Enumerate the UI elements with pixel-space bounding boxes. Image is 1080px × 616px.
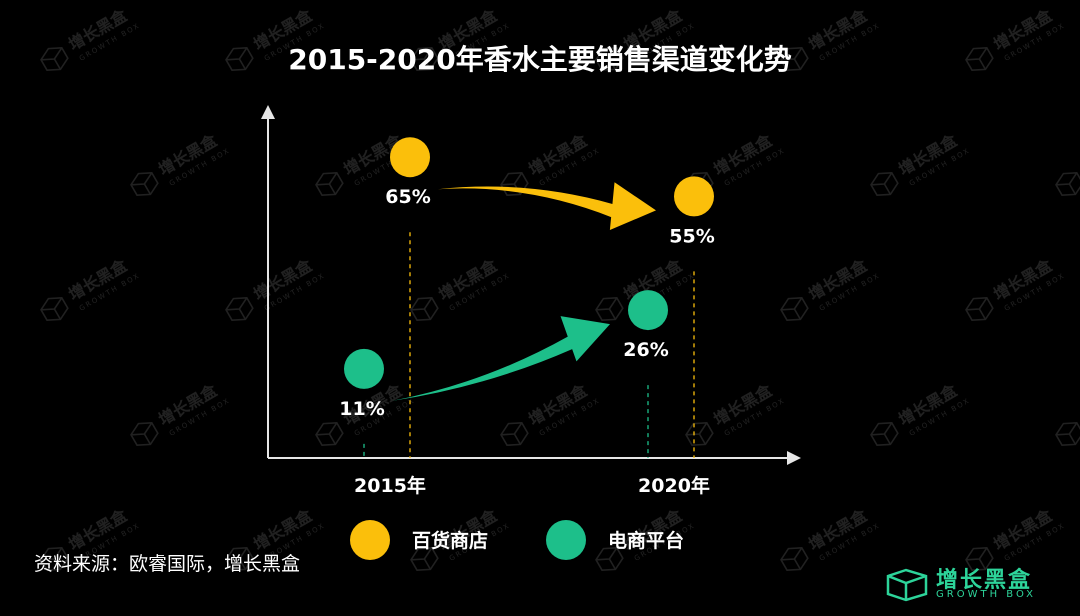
legend-label-1: 电商平台: [608, 529, 684, 552]
data-label-1-1: 26%: [623, 339, 668, 361]
data-point-0-1: [674, 176, 714, 217]
data-label-0-1: 55%: [669, 225, 714, 247]
logo-name: 增长黑盒: [936, 568, 1033, 593]
logo-subtitle: GROWTH BOX: [936, 589, 1037, 600]
trend-arrow-1: [392, 316, 610, 401]
legend-label-0: 百货商店: [412, 529, 488, 552]
data-label-1-0: 11%: [339, 398, 384, 420]
chart-title: 2015-2020年香水主要销售渠道变化势: [288, 43, 792, 76]
legend-swatch-0: [350, 520, 390, 560]
box-icon: [886, 568, 928, 602]
legend-swatch-1: [546, 520, 586, 560]
x-tick-label-1: 2020年: [638, 474, 710, 497]
source-text: 资料来源：欧睿国际，增长黑盒: [34, 553, 301, 575]
data-point-1-1: [628, 290, 668, 331]
brand-logo: 增长黑盒 GROWTH BOX: [884, 562, 1054, 606]
data-label-0-0: 65%: [385, 186, 430, 208]
data-point-0-0: [390, 137, 430, 178]
x-tick-label-0: 2015年: [354, 474, 426, 497]
data-point-1-0: [344, 348, 384, 389]
trend-arrow-0: [438, 182, 656, 231]
x-tick-labels: 2015年 2020年: [354, 474, 710, 497]
legend: 百货商店 电商平台: [350, 520, 684, 560]
chart-marks: 65% 55% 11% 26%: [339, 137, 715, 458]
